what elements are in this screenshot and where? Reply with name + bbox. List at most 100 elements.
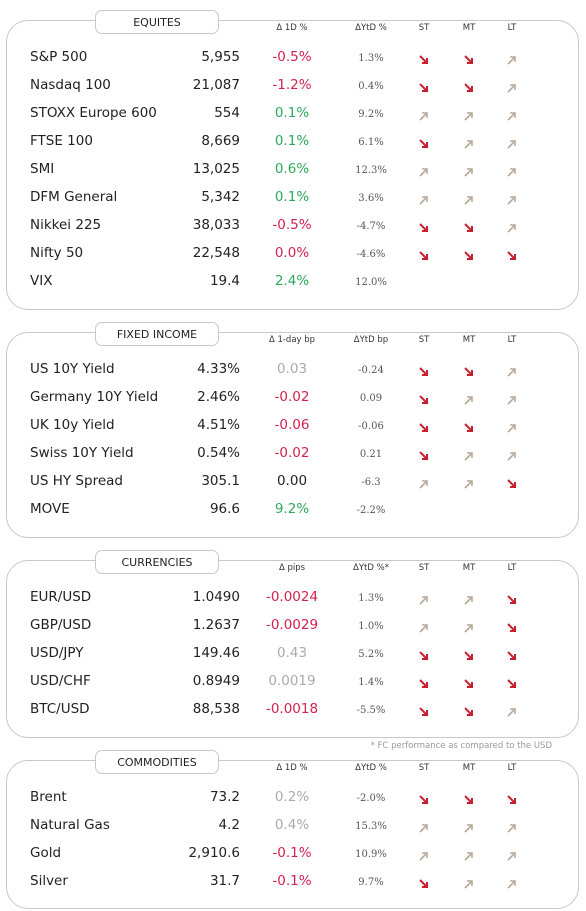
level: 5,342	[201, 189, 240, 205]
column-header: MT	[462, 763, 476, 773]
trend-arrow	[506, 107, 518, 121]
trend-arrow	[418, 107, 430, 121]
daily-change: -0.5%	[272, 217, 312, 233]
trend-arrow	[463, 847, 475, 861]
column-header: ST	[418, 763, 430, 773]
trend-arrow	[418, 591, 430, 605]
trend-arrow	[418, 619, 430, 633]
level: 4.2	[218, 817, 240, 833]
column-header: LT	[507, 335, 517, 345]
level: 0.54%	[197, 445, 240, 461]
trend-arrow	[463, 51, 475, 64]
column-header: Δ 1D %	[276, 763, 308, 773]
instrument-name: USD/CHF	[30, 673, 91, 689]
daily-change: 0.03	[276, 361, 308, 377]
instrument-name: Gold	[30, 845, 62, 861]
trend-arrow	[463, 107, 475, 121]
instrument-name: Nikkei 225	[30, 217, 102, 233]
trend-arrow	[463, 191, 475, 205]
trend-arrow	[418, 875, 430, 888]
trend-arrow	[418, 447, 430, 460]
daily-change: 0.6%	[274, 161, 310, 177]
trend-arrow	[463, 79, 475, 92]
ytd-change: -0.06	[358, 421, 384, 432]
daily-change: 9.2%	[274, 501, 310, 517]
daily-change: -1.2%	[272, 77, 312, 93]
level: 1.2637	[192, 617, 240, 633]
daily-change: -0.1%	[272, 873, 312, 889]
trend-arrow	[506, 675, 518, 688]
column-header: LT	[507, 23, 517, 33]
trend-arrow	[463, 247, 475, 260]
trend-arrow	[463, 675, 475, 688]
ytd-change: 1.0%	[358, 621, 384, 632]
level: 13,025	[192, 161, 240, 177]
trend-arrow	[506, 191, 518, 205]
trend-arrow	[506, 619, 518, 632]
trend-arrow	[506, 875, 518, 889]
instrument-name: Germany 10Y Yield	[30, 389, 159, 405]
column-header: ST	[418, 335, 430, 345]
trend-arrow	[506, 847, 518, 861]
daily-change: -0.0024	[265, 589, 319, 605]
trend-arrow	[506, 219, 518, 233]
level: 8,669	[201, 133, 240, 149]
trend-arrow	[418, 51, 430, 64]
instrument-name: Natural Gas	[30, 817, 110, 833]
trend-arrow	[463, 419, 475, 432]
level: 5,955	[201, 49, 240, 65]
daily-change: 0.1%	[274, 105, 310, 121]
ytd-change: 15.3%	[355, 821, 387, 832]
column-header: ΔYtD bp	[353, 335, 389, 345]
trend-arrow	[418, 391, 430, 404]
ytd-change: 10.9%	[355, 849, 387, 860]
instrument-name: GBP/USD	[30, 617, 92, 633]
section-title: COMMODITIES	[95, 750, 219, 774]
daily-change: -0.1%	[272, 845, 312, 861]
trend-arrow	[463, 135, 475, 149]
section-title: CURRENCIES	[95, 550, 219, 574]
level: 149.46	[192, 645, 240, 661]
ytd-change: 0.21	[359, 449, 383, 460]
trend-arrow	[463, 591, 475, 605]
level: 96.6	[209, 501, 240, 517]
trend-arrow	[463, 447, 475, 461]
trend-arrow	[463, 791, 475, 804]
trend-arrow	[418, 135, 430, 148]
trend-arrow	[463, 475, 475, 489]
trend-arrow	[506, 163, 518, 177]
section-box	[6, 332, 579, 538]
level: 2,910.6	[188, 845, 240, 861]
ytd-change: 0.4%	[358, 81, 384, 92]
daily-change: -0.06	[274, 417, 310, 433]
trend-arrow	[506, 135, 518, 149]
trend-arrow	[418, 675, 430, 688]
trend-arrow	[463, 391, 475, 405]
section-box	[6, 20, 579, 310]
column-header: ΔYtD %*	[353, 563, 389, 573]
trend-arrow	[463, 363, 475, 376]
instrument-name: DFM General	[30, 189, 118, 205]
column-header: MT	[462, 335, 476, 345]
trend-arrow	[506, 475, 518, 488]
ytd-change: 1.3%	[358, 593, 384, 604]
trend-arrow	[418, 191, 430, 205]
trend-arrow	[463, 819, 475, 833]
instrument-name: Silver	[30, 873, 68, 889]
level: 88,538	[192, 701, 240, 717]
trend-arrow	[418, 819, 430, 833]
daily-change: -0.02	[274, 389, 310, 405]
trend-arrow	[506, 447, 518, 461]
trend-arrow	[418, 847, 430, 861]
ytd-change: -2.2%	[356, 505, 386, 516]
instrument-name: EUR/USD	[30, 589, 92, 605]
level: 73.2	[209, 789, 240, 805]
trend-arrow	[418, 163, 430, 177]
instrument-name: S&P 500	[30, 49, 88, 65]
instrument-name: Nifty 50	[30, 245, 84, 261]
trend-arrow	[506, 591, 518, 604]
column-header: ST	[418, 563, 430, 573]
trend-arrow	[506, 419, 518, 433]
instrument-name: US 10Y Yield	[30, 361, 115, 377]
